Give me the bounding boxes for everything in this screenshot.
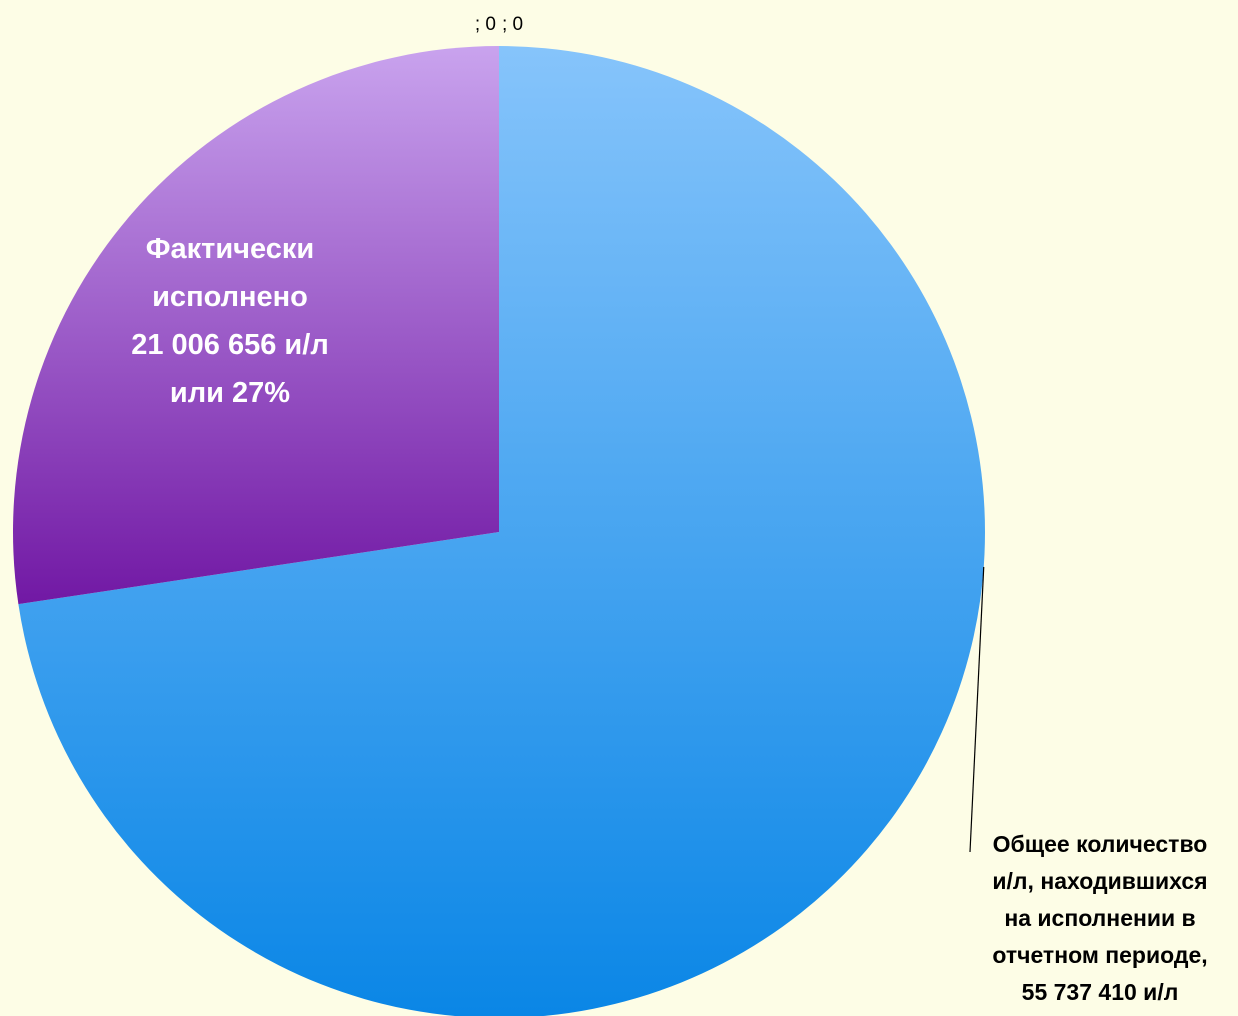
leader-lines: [969, 566, 985, 853]
slice-label-line: и/л, находившихся: [992, 868, 1207, 894]
slice-label-line: исполнено: [152, 281, 308, 313]
slice-label-line: 21 006 656 и/л: [131, 329, 329, 361]
slices-layer: [12, 46, 985, 1016]
slice-label-line: 55 737 410 и/л: [1022, 979, 1179, 1005]
pie-slice-executed: [12, 46, 499, 605]
leader-line-total: [969, 566, 985, 853]
slice-label-total: Общее количество и/л, находившихся на испо…: [992, 831, 1207, 1005]
slice-label-line: отчетном периоде,: [992, 942, 1207, 968]
pie-slice-total: [18, 46, 985, 1016]
zero-value-labels: ; 0 ; 0: [475, 14, 523, 35]
slice-label-line: Фактически: [146, 233, 314, 265]
labels-layer: Общее количество и/л, находившихся на испо…: [131, 14, 1207, 1005]
slice-label-line: на исполнении в: [1004, 905, 1195, 931]
slice-label-line: Общее количество: [993, 831, 1208, 857]
slice-label-line: или 27%: [170, 377, 290, 409]
zero-value-label: ; 0: [502, 14, 523, 35]
slice-label-executed: Фактически исполнено 21 006 656 и/л или 27%: [131, 233, 329, 409]
zero-value-label: ; 0: [475, 14, 496, 35]
